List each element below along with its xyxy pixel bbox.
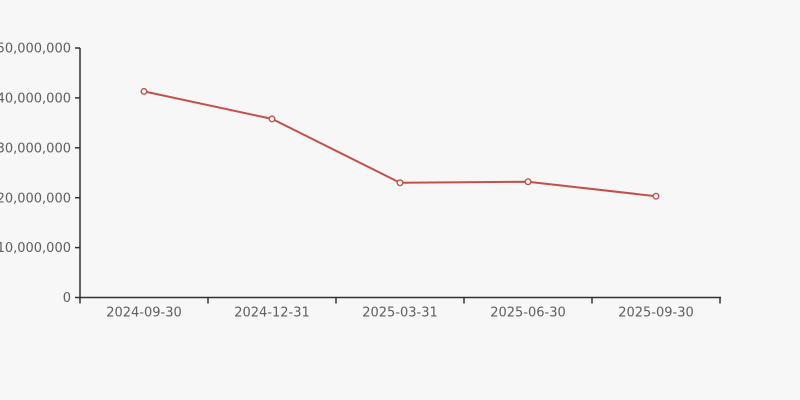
data-point-marker: [524, 178, 532, 186]
x-tick-label: 2025-03-31: [362, 306, 438, 321]
y-tick-label: 30,000,000: [0, 141, 71, 156]
data-point-marker: [268, 115, 276, 123]
y-tick-label: 50,000,000: [0, 42, 71, 57]
y-tick-label: 20,000,000: [0, 191, 71, 206]
x-tick-label: 2025-09-30: [618, 306, 694, 321]
data-point-marker: [652, 192, 660, 200]
y-tick-label: 0: [63, 291, 71, 306]
data-point-marker: [140, 87, 148, 95]
x-tick-label: 2024-12-31: [234, 306, 310, 321]
y-tick-label: 10,000,000: [0, 241, 71, 256]
y-tick-label: 40,000,000: [0, 91, 71, 106]
x-tick-label: 2025-06-30: [490, 306, 566, 321]
x-tick-label: 2024-09-30: [106, 306, 182, 321]
data-point-marker: [396, 179, 404, 187]
